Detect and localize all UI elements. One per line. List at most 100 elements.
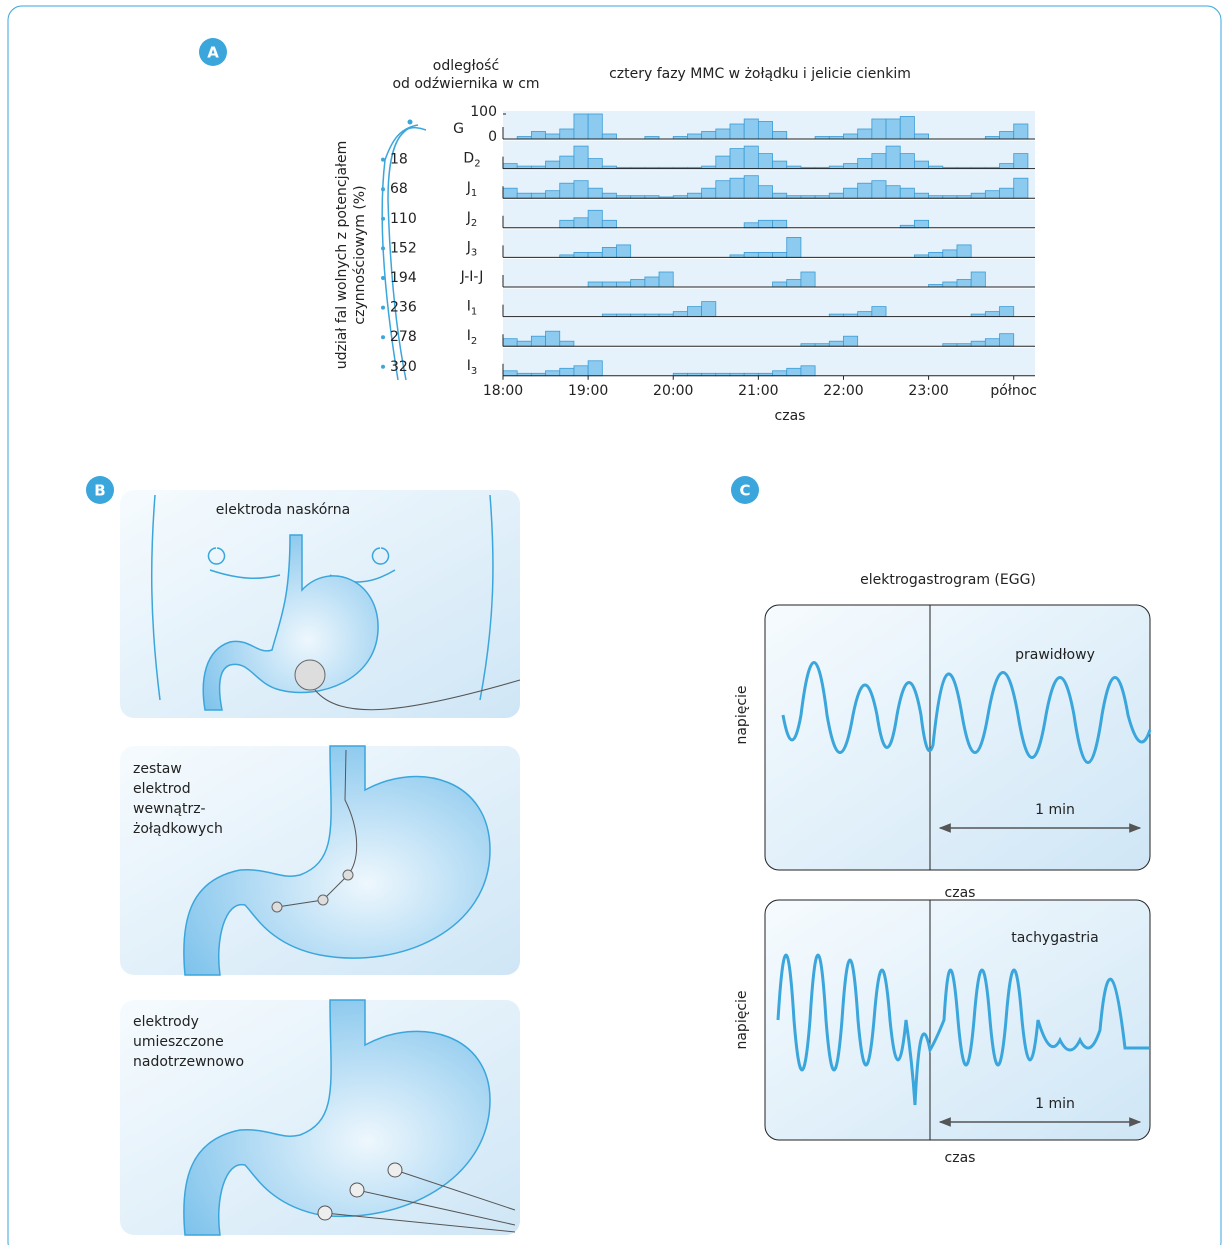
row-subscript: 3	[471, 366, 477, 377]
bar	[531, 193, 545, 198]
x-tick-label: 19:00	[568, 383, 608, 399]
distance: 278	[390, 329, 417, 345]
bar	[673, 312, 687, 317]
bar	[574, 252, 588, 257]
bar	[1000, 188, 1014, 198]
bar	[602, 247, 616, 257]
row-label: J2	[466, 210, 478, 229]
bar	[702, 132, 716, 140]
bar	[801, 366, 815, 376]
bar	[829, 193, 843, 198]
bar	[1000, 307, 1014, 317]
bar	[503, 164, 517, 169]
electrode	[318, 895, 328, 905]
distance-label: od odźwiernika w cm	[392, 76, 539, 92]
y-tick-label: 100	[470, 104, 497, 120]
bar	[574, 146, 588, 169]
bar	[744, 119, 758, 139]
bar	[730, 124, 744, 139]
bar	[943, 282, 957, 287]
bar	[588, 159, 602, 169]
bar	[971, 272, 985, 287]
bar	[1014, 178, 1028, 198]
box-text: elektroda naskórna	[216, 502, 351, 518]
bar	[900, 154, 914, 169]
bar	[886, 146, 900, 169]
bar	[971, 193, 985, 198]
electrode	[388, 1163, 402, 1177]
bar	[758, 186, 772, 199]
distance: 194	[390, 270, 417, 286]
bar	[659, 272, 673, 287]
bar	[914, 134, 928, 139]
egg-label: tachygastria	[1011, 930, 1098, 946]
bar	[560, 220, 574, 228]
bar	[730, 149, 744, 169]
bar	[574, 366, 588, 376]
bar	[943, 250, 957, 258]
x-tick-label: 18:00	[483, 383, 523, 399]
bar	[773, 371, 787, 376]
box-text: elektrody	[133, 1014, 199, 1030]
y-tick-label: 0	[488, 129, 497, 145]
bar	[602, 282, 616, 287]
bar	[758, 220, 772, 228]
egg-ylabel: napięcie	[734, 685, 750, 744]
bar	[858, 312, 872, 317]
bar	[531, 336, 545, 346]
row-name: D	[463, 151, 474, 167]
x-tick-label: 23:00	[908, 383, 948, 399]
electrode	[350, 1183, 364, 1197]
bar	[744, 176, 758, 199]
row-label: D2	[463, 151, 480, 170]
row-label: I1	[467, 299, 478, 318]
bar	[957, 280, 971, 288]
row-name: J-I-J	[460, 269, 484, 285]
bar	[616, 245, 630, 258]
distance-dot	[381, 246, 385, 250]
distance: 236	[390, 300, 417, 316]
bar	[546, 161, 560, 169]
bar	[716, 156, 730, 169]
bar	[702, 302, 716, 317]
bar	[773, 282, 787, 287]
electrode	[295, 660, 325, 690]
bar	[787, 237, 801, 257]
bar	[872, 119, 886, 139]
row-label: I3	[467, 358, 478, 377]
bar	[858, 183, 872, 198]
row-subscript: 1	[471, 307, 477, 318]
row-subscript: 2	[471, 218, 477, 229]
electrode	[318, 1206, 332, 1220]
panel-label: C	[739, 482, 750, 500]
bar	[730, 178, 744, 198]
bar	[886, 186, 900, 199]
distance-dot	[381, 365, 385, 369]
egg-box	[765, 605, 1150, 870]
row-label: J3	[466, 239, 478, 258]
egg-title: elektrogastrogram (EGG)	[860, 572, 1036, 588]
row-subscript: 3	[471, 247, 477, 258]
bar	[588, 114, 602, 139]
bar	[744, 252, 758, 257]
bar	[929, 252, 943, 257]
box-text: zestaw	[133, 761, 182, 777]
box-text: wewnątrz-	[133, 801, 206, 817]
bar	[985, 312, 999, 317]
bar	[843, 188, 857, 198]
distance-dot	[381, 217, 385, 221]
bar	[560, 183, 574, 198]
bar	[773, 220, 787, 228]
bar	[616, 282, 630, 287]
bar	[716, 129, 730, 139]
distance: 152	[390, 240, 417, 256]
bar	[588, 282, 602, 287]
bar	[645, 277, 659, 287]
egg-xlabel: czas	[945, 885, 976, 901]
row-label: J1	[466, 180, 478, 199]
bar	[758, 122, 772, 140]
bar	[773, 193, 787, 198]
bar	[716, 181, 730, 199]
bar	[1000, 164, 1014, 169]
bar	[744, 146, 758, 169]
